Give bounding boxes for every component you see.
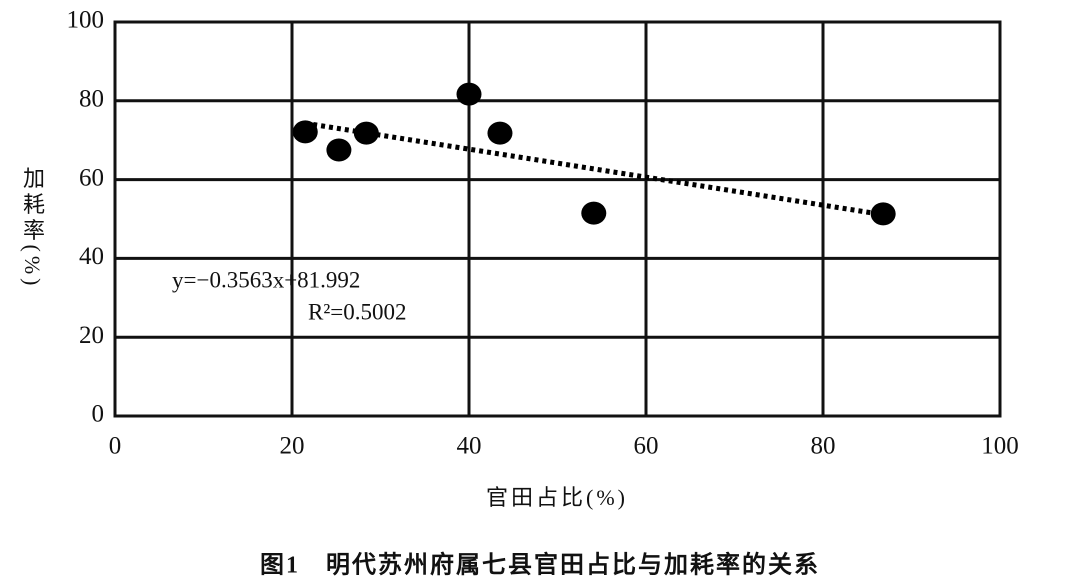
point: [456, 82, 482, 106]
y-tick-label: 80: [79, 86, 104, 113]
trend-equation: y=−0.3563x+81.992: [172, 267, 360, 292]
point: [292, 120, 318, 144]
x-tick-label: 80: [811, 433, 836, 460]
x-tick-label: 40: [457, 433, 482, 460]
y-tick-label: 0: [92, 401, 105, 428]
y-tick-label: 40: [79, 243, 104, 270]
point: [353, 121, 379, 145]
trend-r2: R²=0.5002: [308, 299, 406, 324]
y-axis-label: 加耗率(%): [20, 167, 45, 290]
y-tick-label: 60: [79, 164, 104, 191]
y-tick-label: 100: [67, 7, 105, 34]
point: [487, 121, 513, 145]
point: [326, 138, 352, 162]
trendline: [304, 120, 884, 218]
point: [870, 202, 896, 226]
x-tick-label: 0: [109, 433, 122, 460]
y-tick-label: 20: [79, 322, 104, 349]
plot-frame: [113, 20, 1002, 418]
x-axis-label: 官田占比(%): [486, 485, 628, 510]
caption: 图1 明代苏州府属七县官田占比与加耗率的关系: [260, 551, 820, 579]
x-tick-label: 100: [981, 433, 1019, 460]
point: [581, 201, 607, 225]
x-tick-label: 20: [280, 433, 305, 460]
x-tick-label: 60: [634, 433, 659, 460]
